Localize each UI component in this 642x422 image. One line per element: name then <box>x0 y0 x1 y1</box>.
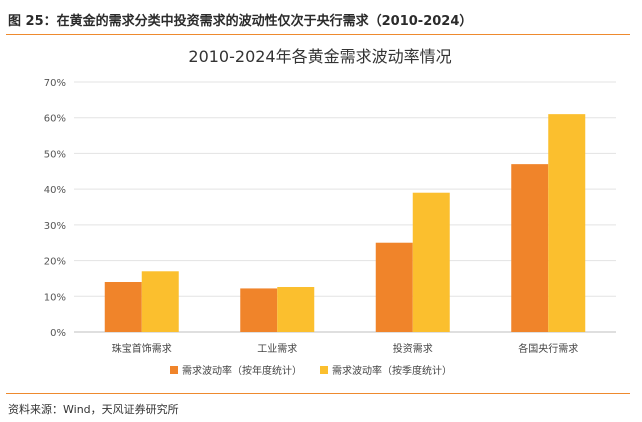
chart-container: 2010-2024年各黄金需求波动率情况 0% 10% 20% 30% 40% 50% 60… <box>6 40 630 388</box>
y-tick-label: 70% <box>44 78 66 89</box>
y-tick-label: 20% <box>44 257 66 268</box>
bars <box>104 114 586 333</box>
legend: 需求波动率（按年度统计） 需求波动率（按季度统计） <box>170 364 452 377</box>
bar-annual <box>375 242 413 332</box>
chart-title: 2010-2024年各黄金需求波动率情况 <box>188 47 451 66</box>
legend-label: 需求波动率（按年度统计） <box>182 364 302 377</box>
title-rule <box>6 34 630 35</box>
bar-quarterly <box>548 114 586 333</box>
bar-annual <box>511 164 549 332</box>
y-tick-label: 60% <box>44 114 66 125</box>
legend-swatch <box>320 366 328 374</box>
x-category-label: 各国央行需求 <box>518 342 578 355</box>
y-axis-ticks: 0% 10% 20% 30% 40% 50% 60% 70% <box>44 78 66 339</box>
y-tick-label: 10% <box>44 292 66 303</box>
source-rule <box>6 393 630 394</box>
y-tick-label: 30% <box>44 221 66 232</box>
figure-title: 图 25：在黄金的需求分类中投资需求的波动性仅次于央行需求（2010-2024） <box>8 14 473 29</box>
x-category-label: 珠宝首饰需求 <box>112 342 172 355</box>
bar-quarterly <box>412 192 450 332</box>
bar-quarterly <box>141 271 179 332</box>
y-tick-label: 40% <box>44 185 66 196</box>
bar-chart: 2010-2024年各黄金需求波动率情况 0% 10% 20% 30% 40% 50% 60… <box>44 47 616 377</box>
source-note: 资料来源：Wind，天风证券研究所 <box>8 403 179 416</box>
x-category-label: 工业需求 <box>257 343 297 355</box>
legend-label: 需求波动率（按季度统计） <box>332 364 452 377</box>
y-tick-label: 50% <box>44 149 66 160</box>
y-tick-label: 0% <box>50 328 66 339</box>
legend-swatch <box>170 366 178 374</box>
bar-annual <box>104 282 142 332</box>
x-category-label: 投资需求 <box>393 342 433 355</box>
x-axis-labels: 珠宝首饰需求 工业需求 投资需求 各国央行需求 <box>112 342 579 355</box>
bar-quarterly <box>277 287 315 332</box>
bar-annual <box>240 288 278 332</box>
